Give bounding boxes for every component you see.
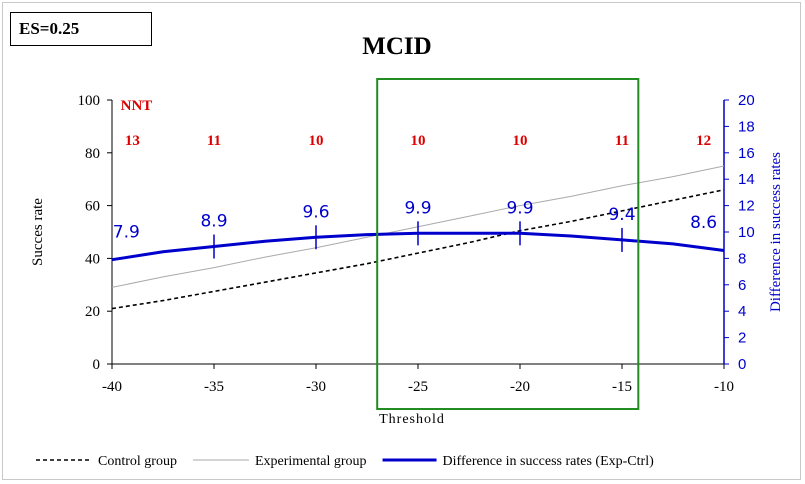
y-tick-label-left: 100 <box>78 93 101 109</box>
nnt-value: 11 <box>207 133 221 149</box>
difference-label: 8.6 <box>690 213 717 233</box>
effect-size-box: ES=0.25 <box>10 12 152 46</box>
x-tick-label: -35 <box>204 379 224 395</box>
x-tick-label: -40 <box>102 379 122 395</box>
y-tick-label-left: 60 <box>85 199 100 215</box>
x-tick-label: -20 <box>510 379 530 395</box>
y-tick-label-right: 6 <box>738 277 746 294</box>
y-tick-label-right: 8 <box>738 250 746 267</box>
x-tick-label: -15 <box>612 379 632 395</box>
y-axis-label-right: Difference in success rates <box>768 152 784 312</box>
difference-label: 8.9 <box>200 212 227 232</box>
nnt-value: 10 <box>513 133 528 149</box>
difference-label: 9.6 <box>302 202 329 222</box>
difference-label: 9.4 <box>608 205 635 225</box>
nnt-value: 12 <box>696 133 711 149</box>
series-line-0 <box>111 189 725 310</box>
legend-label-2: Difference in success rates (Exp-Ctrl) <box>443 454 655 469</box>
legend-label-1: Experimental group <box>255 454 367 469</box>
legend-label-0: Control group <box>98 454 177 469</box>
x-tick-label: -30 <box>306 379 326 395</box>
y-tick-label-left: 40 <box>85 251 100 267</box>
y-axis-label-left: Succes rate <box>30 198 46 266</box>
y-tick-label-right: 16 <box>738 145 755 162</box>
nnt-value: 10 <box>309 133 324 149</box>
y-tick-label-right: 18 <box>738 118 755 135</box>
y-tick-label-left: 20 <box>85 304 100 320</box>
y-tick-label-right: 14 <box>738 171 755 188</box>
difference-label: 9.9 <box>506 198 533 218</box>
y-tick-label-right: 12 <box>738 198 755 215</box>
y-tick-label-right: 2 <box>738 330 746 347</box>
chart-title: MCID <box>362 33 431 60</box>
x-axis-label: Threshold <box>379 412 445 427</box>
difference-label: 7.9 <box>113 223 140 243</box>
y-tick-label-right: 10 <box>738 224 755 241</box>
x-tick-label: -25 <box>408 379 428 395</box>
difference-label: 9.9 <box>404 198 431 218</box>
y-tick-label-left: 80 <box>85 146 100 162</box>
nnt-value: 10 <box>411 133 426 149</box>
nnt-heading: NNT <box>121 98 153 114</box>
nnt-value: 11 <box>615 133 629 149</box>
highlight-box <box>376 78 640 410</box>
nnt-value: 13 <box>125 133 140 149</box>
x-tick-label: -10 <box>714 379 734 395</box>
y-tick-label-left: 0 <box>93 357 101 373</box>
y-tick-label-right: 0 <box>738 356 746 373</box>
y-tick-label-right: 20 <box>738 92 755 109</box>
y-tick-label-right: 4 <box>738 303 746 320</box>
